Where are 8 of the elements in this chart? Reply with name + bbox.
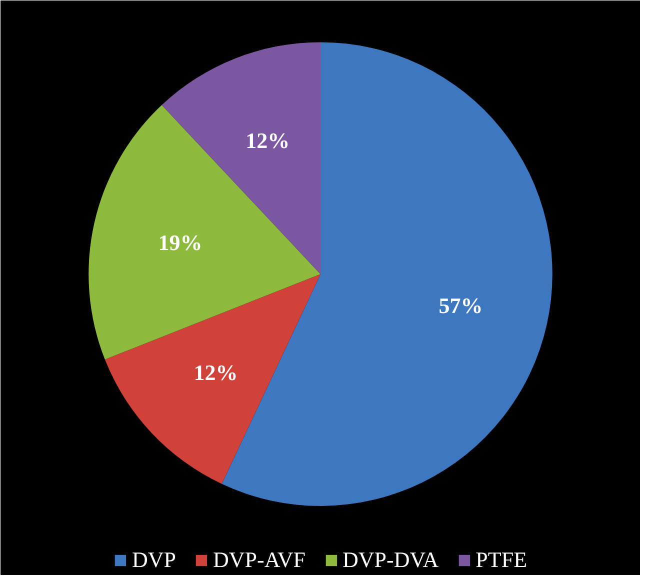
data-label: 19% [158,230,202,256]
data-label: 57% [438,292,483,318]
data-label: 12% [194,360,238,385]
legend-label: PTFE [476,547,528,573]
legend-label: DVP-DVA [342,547,439,573]
data-label: 12% [246,128,290,153]
legend-label: DVP [132,547,176,573]
legend-label: DVP-AVF [212,547,306,573]
